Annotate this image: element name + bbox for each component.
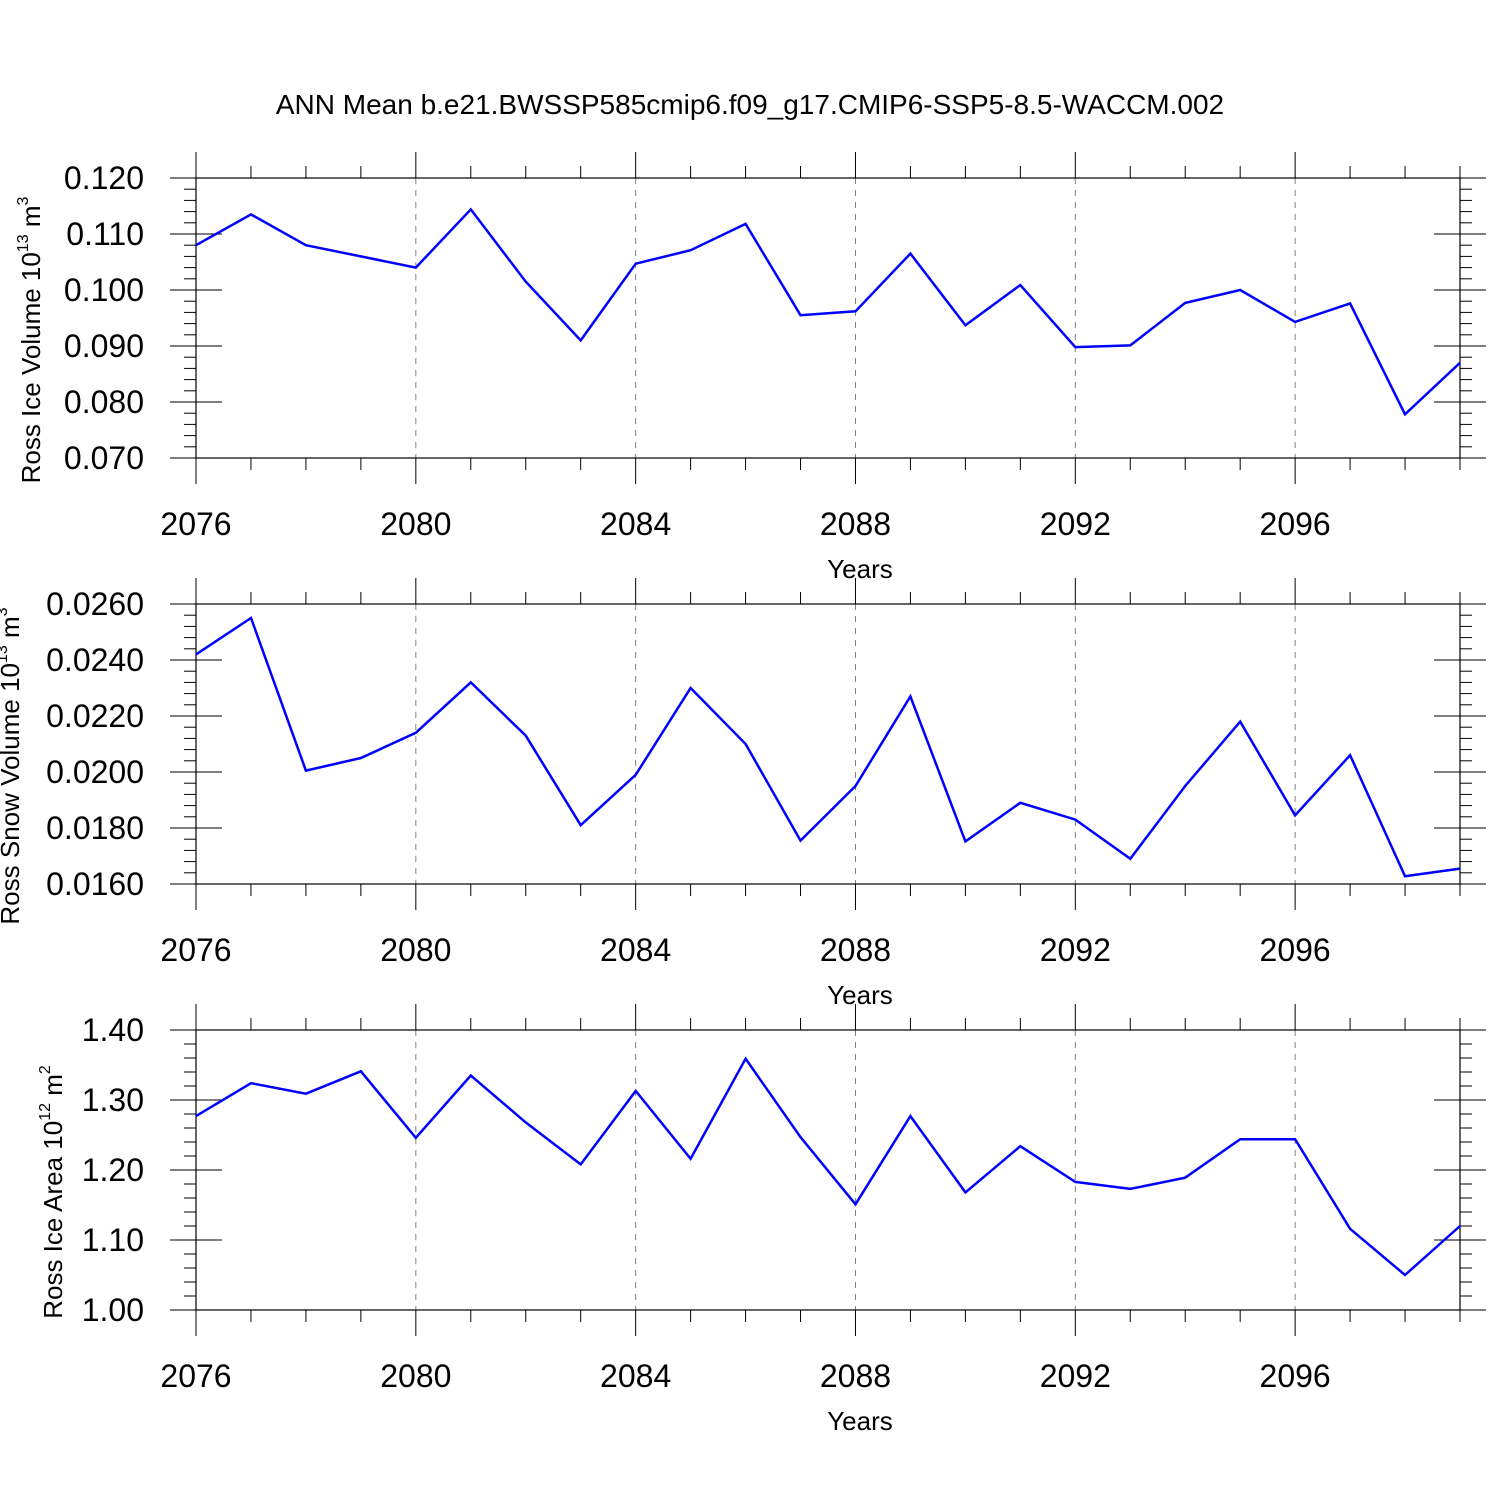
panel-2: 0.0160 0.0180 0.0200 0.0220 0.0240 0.0260 2076… — [0, 578, 1486, 1010]
plot-frame — [195, 603, 1461, 885]
panel-1: 0.070 0.080 0.090 0.100 0.110 0.120 2076 2080 20… — [15, 152, 1486, 584]
x-tick-label: 2084 — [600, 932, 671, 968]
panels: 0.070 0.080 0.090 0.100 0.110 0.120 2076 2080 20… — [0, 152, 1486, 1436]
y-tick-label: 1.00 — [82, 1292, 144, 1328]
y-tick-label: 1.10 — [82, 1222, 144, 1258]
x-tick-label: 2096 — [1260, 1358, 1331, 1394]
y-tick-label: 0.110 — [66, 216, 144, 252]
plot-frame — [195, 1029, 1461, 1311]
y-tick-label: 0.0220 — [46, 698, 144, 734]
y-axis-label: Ross Snow Volume 1013 m3 — [0, 607, 25, 924]
y-axis-label: Ross Ice Area 1012 m2 — [37, 1065, 68, 1319]
x-tick-label: 2084 — [600, 506, 671, 542]
x-tick-label: 2092 — [1040, 1358, 1111, 1394]
x-tick-label: 2096 — [1260, 506, 1331, 542]
panel-3: 1.00 1.10 1.20 1.30 1.40 2076 2080 2084 2088 2092… — [37, 1004, 1486, 1436]
x-tick-label: 2092 — [1040, 506, 1111, 542]
x-tick-label: 2080 — [380, 1358, 451, 1394]
y-tick-label: 0.0180 — [46, 810, 144, 846]
x-tick-label: 2092 — [1040, 932, 1111, 968]
y-tick-label: 0.0200 — [46, 754, 144, 790]
x-tick-label: 2096 — [1260, 932, 1331, 968]
y-tick-label: 0.0260 — [46, 586, 144, 622]
x-tick-label: 2076 — [160, 932, 231, 968]
y-tick-label: 1.20 — [82, 1152, 144, 1188]
x-tick-label: 2076 — [160, 1358, 231, 1394]
y-tick-label: 0.080 — [64, 384, 144, 420]
y-tick-label: 0.0160 — [46, 866, 144, 902]
y-tick-label: 0.0240 — [46, 642, 144, 678]
x-tick-label: 2088 — [820, 932, 891, 968]
y-tick-label: 0.090 — [64, 328, 144, 364]
figure-title: ANN Mean b.e21.BWSSP585cmip6.f09_g17.CMI… — [276, 89, 1224, 120]
x-tick-label: 2076 — [160, 506, 231, 542]
y-tick-label: 0.070 — [64, 440, 144, 476]
y-tick-label: 1.30 — [82, 1082, 144, 1118]
series-line — [195, 207, 1461, 417]
plot-frame — [195, 177, 1461, 459]
y-axis-label: Ross Ice Volume 1013 m3 — [15, 196, 46, 483]
x-tick-label: 2080 — [380, 506, 451, 542]
x-tick-label: 2080 — [380, 932, 451, 968]
x-axis-label: Years — [827, 554, 893, 584]
x-axis-label: Years — [827, 980, 893, 1010]
x-tick-label: 2088 — [820, 1358, 891, 1394]
y-tick-label: 1.40 — [82, 1012, 144, 1048]
series-line — [195, 1056, 1461, 1277]
y-tick-label: 0.100 — [64, 272, 144, 308]
y-tick-label: 0.120 — [64, 160, 144, 196]
x-tick-label: 2084 — [600, 1358, 671, 1394]
x-tick-label: 2088 — [820, 506, 891, 542]
series-line — [195, 616, 1461, 878]
x-axis-label: Years — [827, 1406, 893, 1436]
